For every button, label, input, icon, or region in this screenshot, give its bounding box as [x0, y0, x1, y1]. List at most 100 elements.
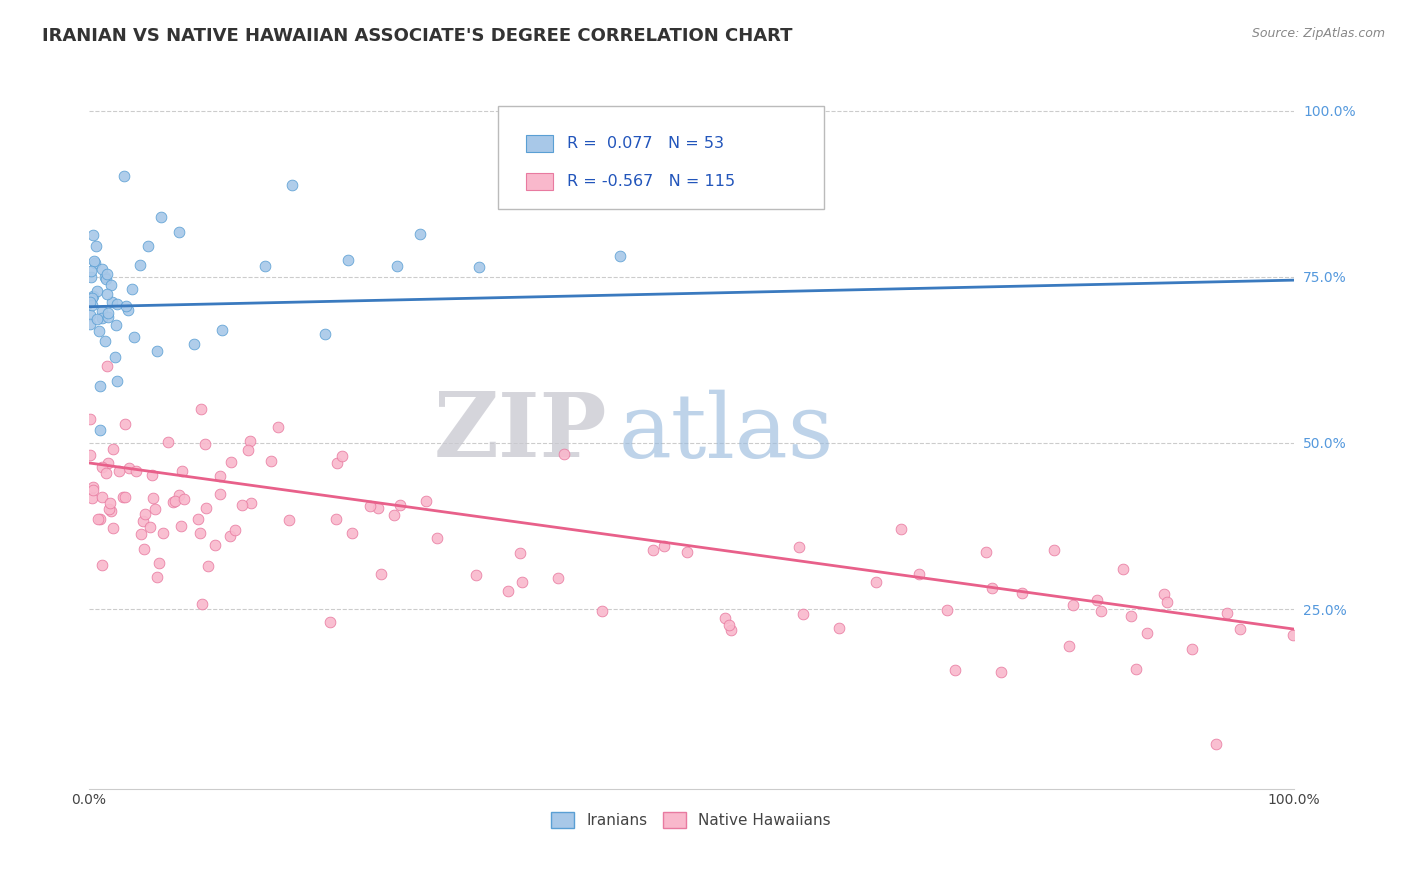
Point — [96, 286, 118, 301]
Point — [1125, 662, 1147, 676]
Point — [173, 492, 195, 507]
FancyBboxPatch shape — [526, 135, 553, 152]
Point — [100, 278, 122, 293]
Point — [84, 239, 107, 253]
Point — [129, 258, 152, 272]
Point — [103, 350, 125, 364]
Point — [117, 461, 139, 475]
Point — [91, 460, 114, 475]
Point — [97, 456, 120, 470]
Point — [80, 269, 103, 284]
Point — [415, 494, 437, 508]
Point — [80, 291, 103, 305]
Point — [101, 521, 124, 535]
Point — [260, 454, 283, 468]
Point — [157, 435, 180, 450]
Point — [209, 487, 232, 501]
Point — [108, 464, 131, 478]
Point — [553, 447, 575, 461]
Point — [165, 493, 187, 508]
Point — [141, 467, 163, 482]
Point — [111, 490, 134, 504]
Point — [90, 311, 112, 326]
Point — [717, 618, 740, 632]
Point — [162, 495, 184, 509]
Point — [167, 225, 190, 239]
Point — [1042, 543, 1064, 558]
Point — [890, 522, 912, 536]
Point — [209, 469, 232, 483]
Point — [191, 597, 214, 611]
Point — [509, 546, 531, 560]
Point — [1216, 606, 1239, 620]
Point — [792, 607, 814, 622]
Point — [167, 488, 190, 502]
Point — [97, 306, 120, 320]
Point — [1090, 603, 1112, 617]
Point — [94, 272, 117, 286]
Point — [146, 343, 169, 358]
Point — [280, 178, 302, 192]
Text: R =  0.077   N = 53: R = 0.077 N = 53 — [567, 136, 724, 151]
Point — [96, 466, 118, 480]
Point — [224, 523, 246, 537]
Point — [219, 455, 242, 469]
Point — [1121, 609, 1143, 624]
Point — [720, 623, 742, 637]
Point — [1057, 639, 1080, 653]
Point — [139, 520, 162, 534]
Point — [79, 295, 101, 310]
Point — [1229, 623, 1251, 637]
Point — [325, 511, 347, 525]
Point — [194, 501, 217, 516]
Point — [1085, 593, 1108, 607]
Point — [188, 525, 211, 540]
Point — [1181, 642, 1204, 657]
Point — [83, 254, 105, 268]
Point — [676, 545, 699, 559]
Point — [142, 491, 165, 505]
Point — [1136, 626, 1159, 640]
Point — [498, 583, 520, 598]
Point — [125, 463, 148, 477]
Point — [426, 531, 449, 545]
Point — [239, 496, 262, 510]
Point — [105, 374, 128, 388]
Point — [190, 401, 212, 416]
Point — [79, 308, 101, 322]
Point — [643, 542, 665, 557]
Legend: Iranians, Native Hawaiians: Iranians, Native Hawaiians — [546, 806, 837, 834]
Point — [134, 507, 156, 521]
Point — [90, 262, 112, 277]
Point — [105, 297, 128, 311]
Text: Source: ZipAtlas.com: Source: ZipAtlas.com — [1251, 27, 1385, 40]
Point — [94, 334, 117, 349]
Point — [82, 228, 104, 243]
Point — [170, 519, 193, 533]
Point — [79, 317, 101, 331]
Point — [114, 490, 136, 504]
Point — [974, 544, 997, 558]
Point — [101, 442, 124, 456]
Point — [84, 256, 107, 270]
Point — [94, 270, 117, 285]
Point — [97, 501, 120, 516]
Point — [908, 567, 931, 582]
Point — [936, 603, 959, 617]
Point — [143, 502, 166, 516]
Point — [330, 449, 353, 463]
Point — [89, 379, 111, 393]
Point — [547, 571, 569, 585]
Point — [278, 513, 301, 527]
Point — [121, 282, 143, 296]
FancyBboxPatch shape — [526, 173, 553, 190]
Point — [990, 665, 1012, 680]
Point — [314, 327, 336, 342]
FancyBboxPatch shape — [498, 106, 824, 209]
Point — [89, 423, 111, 437]
Point — [591, 604, 613, 618]
Point — [409, 227, 432, 241]
Point — [80, 298, 103, 312]
Point — [80, 264, 103, 278]
Point — [124, 329, 146, 343]
